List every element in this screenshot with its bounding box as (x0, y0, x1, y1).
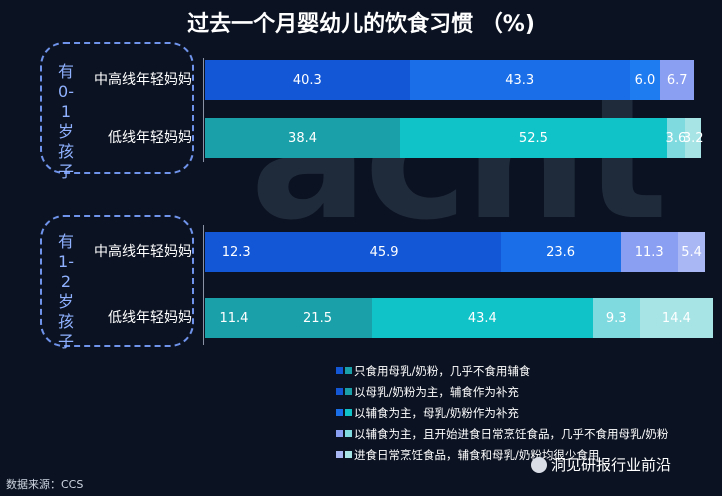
source-note: 数据来源：CCS (6, 478, 84, 491)
legend-swatch (345, 388, 352, 395)
legend-item: 以母乳/奶粉为主，辅食作为补充 (336, 381, 668, 402)
bar-segment: 52.5 (400, 118, 667, 158)
data-label: 6.0 (634, 72, 656, 88)
bar-segment: 5.4 (677, 232, 706, 272)
wechat-icon (531, 456, 547, 473)
bar-segment: 43.3 (409, 60, 630, 100)
brand-badge: 洞见研报行业前沿 (531, 454, 671, 475)
group-label-0-1: 有0-1岁孩子 (57, 62, 74, 181)
bar-segment: 3.2 (682, 118, 704, 158)
chart-title: 过去一个月婴幼儿的饮食习惯 （%) (187, 12, 535, 37)
bar-row: 40.3 43.3 6.0 6.7 (205, 60, 695, 100)
bar-segment: 6.7 (660, 60, 695, 100)
data-label: 14.4 (661, 310, 691, 326)
row-label: 中高线年轻妈妈 (94, 72, 192, 88)
group-label-1-2: 有1-2岁孩子 (57, 232, 74, 351)
bar-segment: 14.4 (639, 298, 713, 338)
data-label: 3.2 (682, 130, 704, 146)
legend-swatch (345, 451, 352, 458)
data-label: 43.4 (467, 310, 497, 326)
legend-swatch (345, 409, 352, 416)
data-label: 11.4 (219, 310, 249, 326)
group-box-0-1 (40, 42, 194, 174)
legend-swatch (345, 430, 352, 437)
legend-item: 只食用母乳/奶粉，几乎不食用辅食 (336, 360, 668, 381)
legend-swatch (336, 409, 343, 416)
legend-item: 以辅食为主，且开始进食日常烹饪食品，几乎不食用母乳/奶粉 (336, 423, 668, 444)
row-label: 低线年轻妈妈 (108, 310, 192, 326)
bar-segment: 21.5 (262, 298, 373, 338)
legend-label: 以辅食为主，母乳/奶粉作为补充 (354, 405, 519, 420)
bar-segment: 43.4 (372, 298, 593, 338)
legend-label: 以辅食为主，且开始进食日常烹饪食品，几乎不食用母乳/奶粉 (354, 426, 669, 441)
brand-label: 洞见研报行业前沿 (551, 456, 672, 474)
data-label: 12.3 (221, 244, 251, 260)
data-label: 5.4 (681, 244, 702, 260)
bar-row: 12.3 45.9 23.6 11.3 5.4 (205, 232, 706, 272)
data-label: 23.6 (546, 244, 576, 260)
legend-item: 以辅食为主，母乳/奶粉作为补充 (336, 402, 668, 423)
legend-swatch (345, 367, 352, 374)
row-label: 中高线年轻妈妈 (94, 244, 192, 260)
legend-label: 以母乳/奶粉为主，辅食作为补充 (354, 384, 519, 399)
row-label: 低线年轻妈妈 (108, 130, 192, 146)
legend: 只食用母乳/奶粉，几乎不食用辅食 以母乳/奶粉为主，辅食作为补充 以辅食为主，母… (336, 360, 668, 465)
data-label: 52.5 (518, 130, 548, 146)
bar-segment: 11.4 (205, 298, 263, 338)
data-label: 45.9 (369, 244, 399, 260)
bar-segment: 6.0 (629, 60, 661, 100)
bar-segment: 45.9 (267, 232, 501, 272)
bar-segment: 40.3 (205, 60, 410, 100)
bar-segment: 12.3 (205, 232, 268, 272)
bar-segment: 11.3 (620, 232, 678, 272)
group-box-1-2 (40, 215, 194, 347)
data-label: 43.3 (505, 72, 535, 88)
data-label: 40.3 (292, 72, 322, 88)
data-label: 6.7 (666, 72, 688, 88)
axis-line-bottom (203, 225, 204, 345)
data-label: 9.3 (605, 310, 627, 326)
data-label: 11.3 (634, 244, 664, 260)
data-label: 3.6 (665, 130, 687, 146)
axis-line-top (203, 58, 204, 162)
bar-segment: 9.3 (592, 298, 640, 338)
bar-segment: 23.6 (500, 232, 621, 272)
data-label: 21.5 (303, 310, 332, 326)
bar-row: 11.4 21.5 43.4 9.3 14.4 (205, 298, 713, 338)
data-label: 38.4 (288, 130, 317, 146)
legend-swatch (336, 367, 343, 374)
legend-swatch (336, 451, 343, 458)
bar-row: 38.4 52.5 3.6 3.2 (205, 118, 704, 158)
legend-label: 只食用母乳/奶粉，几乎不食用辅食 (354, 363, 531, 378)
bar-segment: 38.4 (205, 118, 401, 158)
legend-swatch (336, 430, 343, 437)
bar-segment: 3.6 (665, 118, 687, 158)
legend-swatch (336, 388, 343, 395)
